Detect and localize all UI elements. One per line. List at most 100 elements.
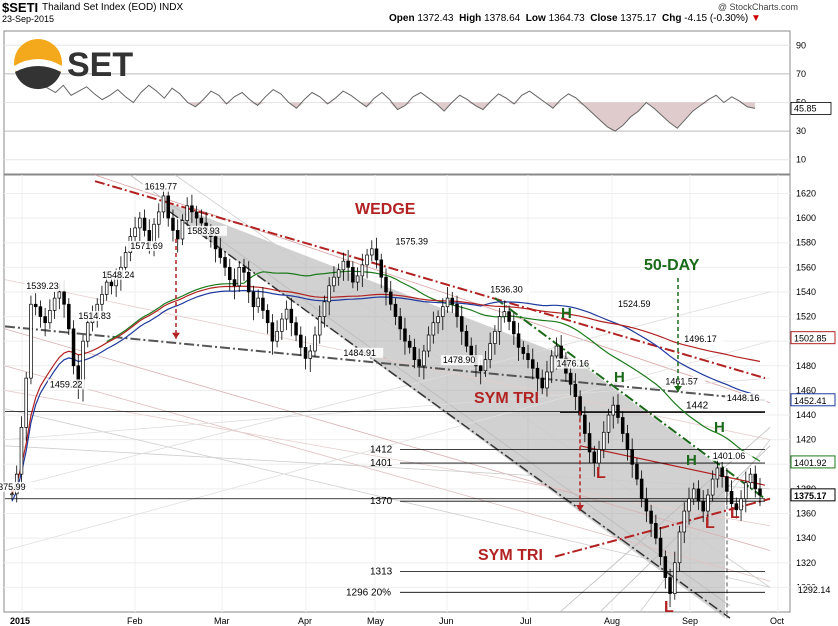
- candle-body: [540, 377, 544, 389]
- candle-body: [464, 330, 469, 347]
- price-label-bg: [142, 181, 185, 192]
- annotation-label: WEDGE: [355, 201, 416, 218]
- candle-body: [502, 311, 507, 317]
- candle-body: [67, 303, 71, 330]
- candle-body: [488, 343, 492, 360]
- price-label-bg: [488, 284, 530, 295]
- price-tick-label: 1340: [796, 533, 816, 543]
- price-tick-label: 1420: [796, 435, 816, 445]
- candle-body: [185, 205, 189, 221]
- price-label: 1536.30: [490, 284, 523, 294]
- price-tick-label: 1320: [796, 558, 816, 568]
- x-tick-label: Jul: [520, 616, 532, 626]
- candle-body: [758, 488, 762, 496]
- price-label-bg: [47, 379, 90, 390]
- candle-body: [48, 310, 52, 324]
- price-label-bg: [341, 347, 384, 358]
- candle-body: [720, 467, 724, 477]
- wedge-lower-line: [169, 211, 731, 619]
- candle-body: [104, 281, 109, 295]
- price-label: 1548.24: [102, 270, 135, 280]
- trendline: [129, 174, 731, 607]
- price-tick-label: 1460: [796, 385, 816, 395]
- level-label: 1401: [370, 458, 393, 469]
- chart-header: $SETI Thailand Set Index (EOD) INDX 23-S…: [0, 0, 838, 30]
- candle-body: [365, 254, 369, 266]
- candle-body: [374, 248, 379, 261]
- trendline: [639, 439, 771, 613]
- trendline: [174, 174, 771, 588]
- candle-body: [559, 345, 563, 359]
- candle-body: [630, 449, 634, 465]
- sym-tri-arrow-head: [576, 505, 584, 512]
- target-arrow-head: [172, 332, 180, 339]
- annotation-label: L: [705, 515, 715, 532]
- price-label: 1583.93: [187, 226, 220, 236]
- candle-body: [62, 291, 66, 305]
- price-label: 1476.16: [556, 359, 589, 369]
- price-tick-label: 1480: [796, 361, 816, 371]
- price-tick-label: 1580: [796, 238, 816, 248]
- right-value-label: 1452.41: [794, 396, 827, 406]
- candle-body: [696, 488, 701, 502]
- candle-body: [587, 433, 592, 453]
- candle-body: [308, 350, 313, 359]
- candle-body: [133, 227, 137, 237]
- x-tick-label: Sep: [682, 616, 698, 626]
- candle-body: [175, 230, 180, 240]
- candle-body: [190, 205, 194, 213]
- candle-body: [654, 523, 658, 539]
- candle-body: [748, 473, 753, 484]
- price-label: 1619.77: [145, 182, 178, 192]
- price-label-bg: [99, 269, 142, 280]
- ma50-arrow-head: [674, 386, 682, 392]
- candle-body: [583, 414, 587, 434]
- price-tick-label: 1360: [796, 509, 816, 519]
- candle-body: [317, 316, 322, 336]
- price-label-bg: [393, 236, 436, 247]
- price-label-bg: [554, 358, 597, 369]
- candle-body: [218, 248, 223, 258]
- candle-body: [597, 449, 601, 464]
- candle-body: [332, 276, 336, 287]
- sym-tri-lower-line: [554, 497, 771, 558]
- candle-body: [526, 353, 530, 360]
- candle-body: [303, 346, 308, 359]
- candle-body: [171, 217, 175, 231]
- trendline: [4, 365, 771, 582]
- set-logo: SET: [14, 39, 133, 90]
- candle-body: [341, 260, 346, 271]
- candle-body: [351, 266, 355, 283]
- candle-body: [450, 297, 455, 305]
- sym-tri-upper-line: [579, 445, 766, 486]
- right-value-label: 1375.17: [794, 491, 827, 501]
- price-label-bg: [682, 333, 725, 344]
- ohlc-summary: Open 1372.43 High 1378.64 Low 1364.73 Cl…: [389, 13, 761, 24]
- candle-body: [52, 297, 57, 311]
- candle-body: [530, 359, 535, 369]
- candle-body: [691, 488, 696, 500]
- candle-body: [123, 252, 128, 268]
- price-label-bg: [24, 280, 67, 291]
- price-tick-label: 1440: [796, 410, 816, 420]
- candle-body: [445, 297, 450, 308]
- candle-body: [194, 211, 199, 219]
- price-label: 1375.99: [0, 482, 26, 492]
- candle-body: [620, 417, 625, 434]
- candle-body: [668, 577, 672, 594]
- candle-body: [223, 257, 227, 268]
- price-label-bg: [663, 376, 706, 387]
- level-label: 1442: [686, 401, 709, 412]
- candle-body: [687, 498, 691, 512]
- candle-body: [483, 359, 488, 372]
- candle-body: [478, 365, 483, 372]
- price-label-bg: [724, 392, 767, 403]
- credit: @ StockCharts.com: [717, 2, 798, 12]
- candle-body: [625, 433, 630, 450]
- candle-body: [85, 322, 90, 342]
- candle-body: [422, 350, 426, 367]
- annotation-label: H: [561, 305, 572, 322]
- dash-dot-neckline: [4, 325, 766, 402]
- candle-body: [180, 220, 185, 240]
- candle-body: [398, 316, 402, 330]
